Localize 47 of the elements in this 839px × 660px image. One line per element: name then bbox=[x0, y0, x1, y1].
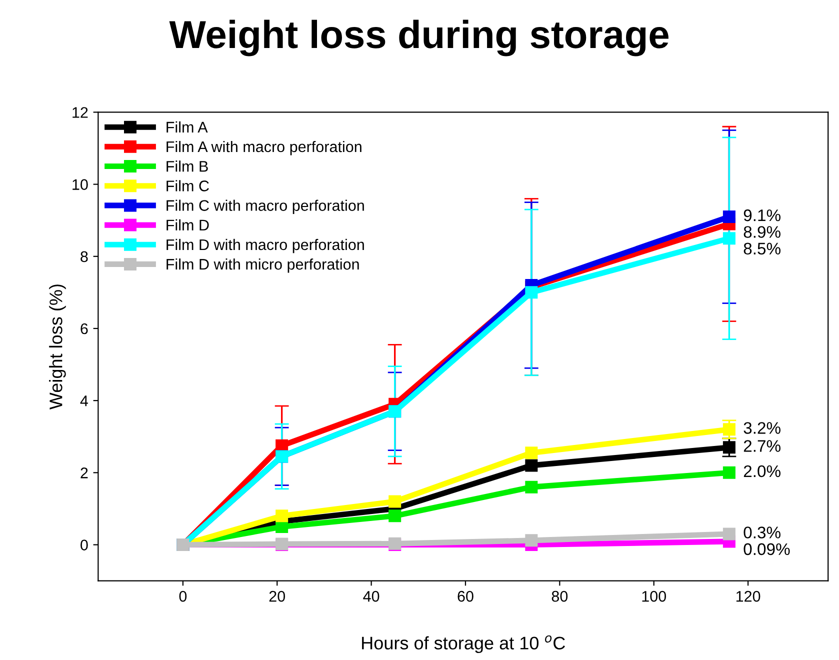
x-tick-label: 0 bbox=[179, 590, 187, 602]
point bbox=[722, 466, 736, 479]
legend-label: Film C with macro perforation bbox=[166, 200, 364, 214]
y-tick-label: 6 bbox=[80, 323, 88, 334]
x-axis-title: Hours of storage at 10 $^{o}$C bbox=[362, 635, 565, 654]
x-tick-label: 100 bbox=[642, 590, 666, 602]
point bbox=[722, 441, 736, 454]
y-tick-label: 0 bbox=[80, 540, 88, 550]
x-tick-label: 60 bbox=[458, 590, 474, 602]
point bbox=[388, 510, 402, 522]
x-tick-label: 20 bbox=[269, 590, 286, 602]
data-label: 0.3% bbox=[744, 526, 780, 538]
y-tick-label: 2 bbox=[80, 468, 88, 478]
y-axis-title: Weight loss (%) bbox=[49, 284, 66, 410]
data-label: 8.5% bbox=[744, 242, 780, 255]
point bbox=[525, 534, 538, 547]
x-tick-label: 40 bbox=[363, 590, 380, 602]
data-label: 9.1% bbox=[744, 209, 780, 222]
legend-label: Film D bbox=[166, 219, 209, 230]
chart-title: Weight loss during storage bbox=[169, 20, 668, 56]
point bbox=[388, 495, 402, 508]
data-label: 3.2% bbox=[744, 422, 780, 434]
legend-label: Film A with macro perforation bbox=[166, 140, 362, 156]
y-tick-label: 8 bbox=[80, 251, 88, 262]
point bbox=[722, 232, 736, 245]
y-tick-label: 10 bbox=[72, 179, 88, 190]
x-tick-label: 80 bbox=[552, 590, 568, 602]
data-label: 0.09% bbox=[744, 543, 790, 556]
legend-label: Film B bbox=[166, 160, 208, 172]
point bbox=[525, 286, 538, 299]
data-label: 2.7% bbox=[744, 440, 780, 452]
point bbox=[525, 446, 538, 460]
x-tick-label: 120 bbox=[736, 590, 760, 602]
legend-label: Film A bbox=[166, 121, 208, 132]
legend-label: Film D with macro perforation bbox=[166, 238, 364, 254]
legend-label: Film C bbox=[166, 180, 209, 192]
point bbox=[722, 528, 736, 540]
y-tick-label: 4 bbox=[80, 396, 88, 406]
point bbox=[276, 510, 288, 522]
data-label: 8.9% bbox=[744, 226, 780, 238]
data-label: 2.0% bbox=[744, 465, 780, 478]
point bbox=[525, 459, 538, 472]
legend-label: Film D with micro perforation bbox=[166, 258, 359, 273]
point bbox=[722, 423, 736, 436]
y-tick-label: 12 bbox=[72, 107, 88, 118]
point bbox=[722, 210, 736, 223]
point bbox=[525, 480, 538, 494]
